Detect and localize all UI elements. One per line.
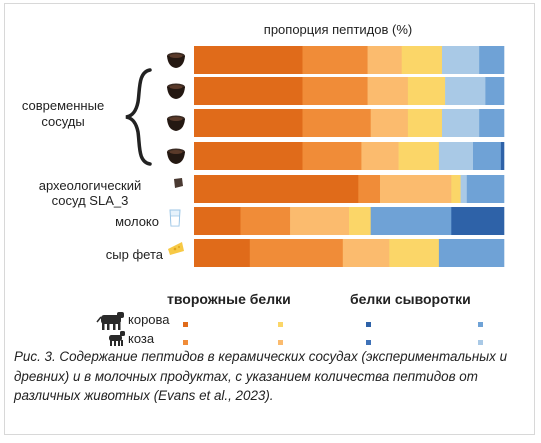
bar-segment-casein-cow [194,109,303,137]
feta-cheese-icon [168,242,184,255]
bar-segment-whey-other [445,77,486,105]
bar-segment-whey-goat [479,109,505,137]
bar-segment-casein-goat [249,239,344,267]
legend-swatch-коза-1 [183,340,188,345]
modern-vessels-label-line1: современные [22,98,104,113]
bar-segment-casein-goat [240,207,291,235]
legend-swatch-корова-4 [478,322,483,327]
bar-segment-whey-goat [370,207,452,235]
legend-casein-heading: творожные белки [167,291,291,307]
bar-segment-casein-cow-light [389,239,440,267]
bar-segment-whey-other [442,109,480,137]
bar-segment-casein-other [342,239,390,267]
bar-segment-whey-goat [485,77,505,105]
modern-pot-icon [167,115,185,131]
bar-segment-whey-goat [479,46,505,74]
legend-swatch-коза-2 [278,340,283,345]
bar-segment-whey-other [460,175,468,203]
bar-segment-casein-cow [194,77,303,105]
bar-row-2 [194,77,505,105]
bar-segment-casein-cow-light [407,109,443,137]
legend-swatch-корова-2 [278,322,283,327]
bar-segment-casein-cow-light [451,175,461,203]
bar-segment-whey-goat [438,239,505,267]
bar-segment-casein-goat [302,77,368,105]
cow-icon [96,312,124,330]
bar-segment-casein-cow [194,175,359,203]
bar-segment-casein-other [380,175,452,203]
bar-row-1 [194,46,505,74]
bar-segment-casein-other [367,77,409,105]
milk-glass-icon [169,209,181,227]
bar-segment-whey-cow [500,142,505,170]
legend-goat-label: коза [128,331,155,346]
archaeological-sherd-icon [174,178,183,188]
legend-swatch-коза-4 [478,340,483,345]
stacked-bars [194,46,505,267]
modern-pot-icon [167,148,185,164]
bar-row-7 [194,239,505,267]
bar-segment-casein-cow-light [407,77,446,105]
bar-segment-whey-goat [466,175,505,203]
bar-segment-casein-goat [302,46,368,74]
bar-segment-casein-goat [302,142,362,170]
bar-row-6 [194,207,505,235]
legend-swatches [183,322,483,345]
caption-text: Содержание пептидов в керамических сосуд… [14,349,508,403]
bar-segment-casein-other [370,109,409,137]
bar-segment-whey-other [442,46,480,74]
feta-label: сыр фета [106,247,164,262]
archaeological-label-line2: сосуд SLA_3 [52,193,129,208]
bar-segment-whey-cow [451,207,505,235]
legend-swatch-корова-3 [366,322,371,327]
bar-segment-casein-cow-light [401,46,443,74]
legend-whey-heading: белки сыворотки [350,291,471,307]
goat-icon [109,331,125,346]
chart-title: пропорция пептидов (%) [264,22,412,37]
archaeological-label-line1: археологический [39,178,142,193]
bar-segment-whey-other [438,142,474,170]
bar-segment-whey-goat [473,142,502,170]
bar-segment-casein-other [290,207,350,235]
modern-pot-icon [167,83,185,99]
modern-vessels-label-line2: сосуды [41,114,84,129]
bar-segment-casein-goat [302,109,371,137]
bar-row-3 [194,109,505,137]
modern-pot-icon [167,52,185,68]
bar-segment-casein-other [367,46,402,74]
bar-segment-casein-other [361,142,399,170]
curly-brace [125,68,152,166]
bar-segment-casein-cow [194,142,303,170]
bar-segment-casein-goat [358,175,381,203]
milk-label: молоко [115,214,159,229]
bar-row-4 [194,142,505,170]
figure-caption: Рис. 3. Содержание пептидов в керамическ… [14,347,526,406]
bar-segment-casein-cow [194,46,303,74]
bar-row-5 [194,175,505,203]
legend-swatch-коза-3 [366,340,371,345]
bar-segment-casein-cow-light [398,142,440,170]
legend-cow-label: корова [128,312,170,327]
legend-swatch-корова-1 [183,322,188,327]
bar-segment-casein-cow [194,239,251,267]
bar-segment-casein-cow [194,207,241,235]
bar-segment-casein-cow-light [349,207,371,235]
row-icons [167,52,185,255]
caption-prefix: Рис. 3. [14,349,60,364]
